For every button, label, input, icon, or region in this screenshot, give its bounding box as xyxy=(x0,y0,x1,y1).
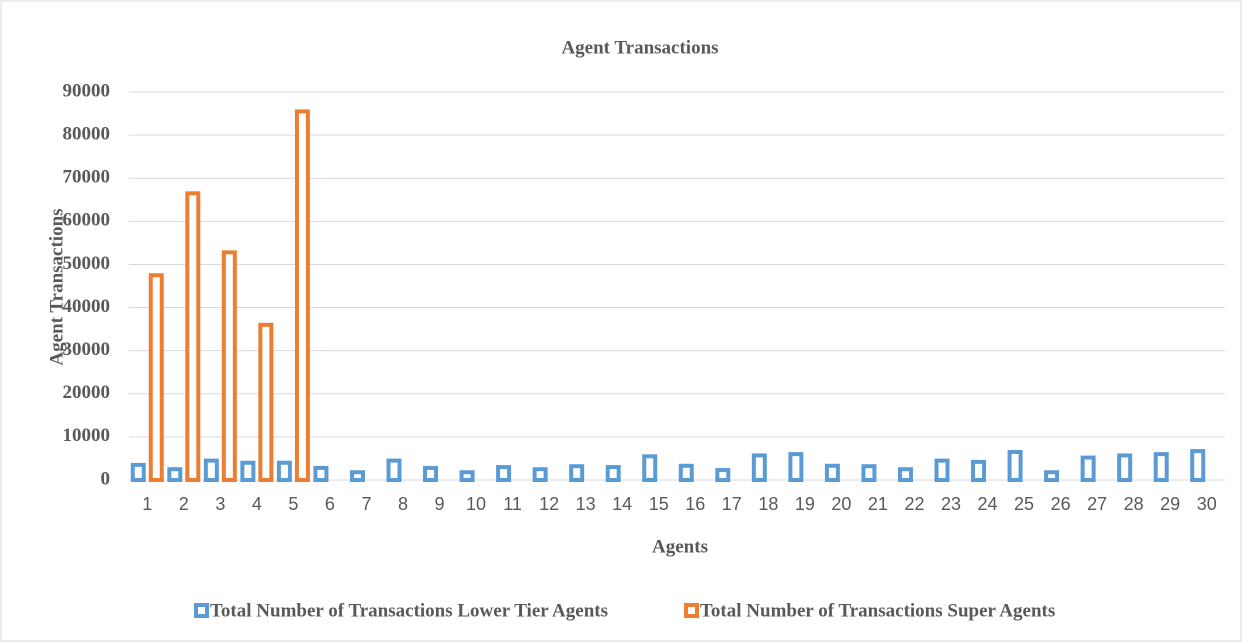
bar xyxy=(167,467,183,483)
bar xyxy=(1007,449,1023,483)
x-tick-label: 20 xyxy=(831,494,851,514)
x-tick-label: 28 xyxy=(1124,494,1144,514)
bar xyxy=(897,467,913,483)
y-axis-label: Agent Transactions xyxy=(46,208,67,365)
x-tick-label: 25 xyxy=(1014,494,1034,514)
bar xyxy=(349,470,365,482)
y-tick-label: 20000 xyxy=(63,382,111,403)
x-tick-label: 7 xyxy=(361,494,371,514)
bar xyxy=(605,465,621,483)
bar xyxy=(496,465,512,483)
x-tick-label: 30 xyxy=(1197,494,1217,514)
y-tick-label: 70000 xyxy=(63,167,111,188)
bar xyxy=(459,470,475,482)
legend-label: Total Number of Transactions Super Agent… xyxy=(700,600,1055,621)
x-tick-label: 11 xyxy=(503,494,522,514)
chart-title: Agent Transactions xyxy=(561,37,718,58)
bar xyxy=(313,465,329,483)
x-tick-label: 22 xyxy=(904,494,924,514)
bar xyxy=(258,322,274,482)
x-tick-label: 14 xyxy=(612,494,632,514)
bar xyxy=(715,468,731,482)
bar xyxy=(386,458,402,483)
x-tick-label: 2 xyxy=(179,494,189,514)
x-tick-label: 29 xyxy=(1160,494,1180,514)
y-tick-label: 80000 xyxy=(63,123,111,144)
x-tick-label: 9 xyxy=(435,494,445,514)
bar xyxy=(569,464,585,482)
bar xyxy=(751,453,767,482)
y-tick-label: 30000 xyxy=(63,339,111,360)
x-tick-label: 3 xyxy=(215,494,225,514)
bar xyxy=(1117,453,1133,482)
bar xyxy=(423,465,439,483)
x-tick-label: 27 xyxy=(1087,494,1107,514)
bar xyxy=(221,250,237,482)
bar xyxy=(148,273,164,482)
bar xyxy=(678,463,694,483)
y-tick-label: 10000 xyxy=(63,425,111,446)
legend-label: Total Number of Transactions Lower Tier … xyxy=(210,600,608,621)
x-tick-label: 23 xyxy=(941,494,961,514)
x-tick-label: 26 xyxy=(1051,494,1071,514)
y-tick-label: 90000 xyxy=(63,80,111,101)
bar xyxy=(276,460,292,482)
y-tick-label: 60000 xyxy=(63,210,111,231)
x-tick-label: 13 xyxy=(576,494,596,514)
x-tick-label: 19 xyxy=(795,494,815,514)
bar xyxy=(532,467,548,483)
bar xyxy=(130,462,146,482)
bar xyxy=(1190,449,1206,483)
x-tick-label: 24 xyxy=(978,494,998,514)
bar xyxy=(240,460,256,482)
bar xyxy=(934,458,950,483)
legend-swatch xyxy=(194,603,209,618)
x-axis-label: Agents xyxy=(652,536,708,557)
x-tick-label: 15 xyxy=(649,494,669,514)
y-tick-label: 40000 xyxy=(63,296,111,317)
bar xyxy=(642,454,658,482)
x-tick-label: 5 xyxy=(288,494,298,514)
x-tick-label: 1 xyxy=(142,494,152,514)
bar xyxy=(1080,455,1096,482)
bar xyxy=(1153,452,1169,482)
x-tick-label: 12 xyxy=(539,494,559,514)
bar xyxy=(861,464,877,482)
bar xyxy=(788,452,804,482)
bar xyxy=(1044,470,1060,482)
x-tick-label: 10 xyxy=(466,494,486,514)
bar xyxy=(824,463,840,483)
x-tick-label: 8 xyxy=(398,494,408,514)
bar xyxy=(294,109,310,483)
legend-swatch xyxy=(684,603,699,618)
x-tick-label: 18 xyxy=(758,494,778,514)
x-tick-label: 4 xyxy=(252,494,262,514)
x-tick-label: 21 xyxy=(868,494,888,514)
x-tick-label: 17 xyxy=(722,494,742,514)
x-tick-label: 16 xyxy=(685,494,705,514)
y-tick-label: 0 xyxy=(101,468,111,489)
y-tick-label: 50000 xyxy=(63,253,111,274)
x-tick-label: 6 xyxy=(325,494,335,514)
bar xyxy=(971,459,987,483)
bar xyxy=(185,191,201,483)
bar xyxy=(203,458,219,483)
